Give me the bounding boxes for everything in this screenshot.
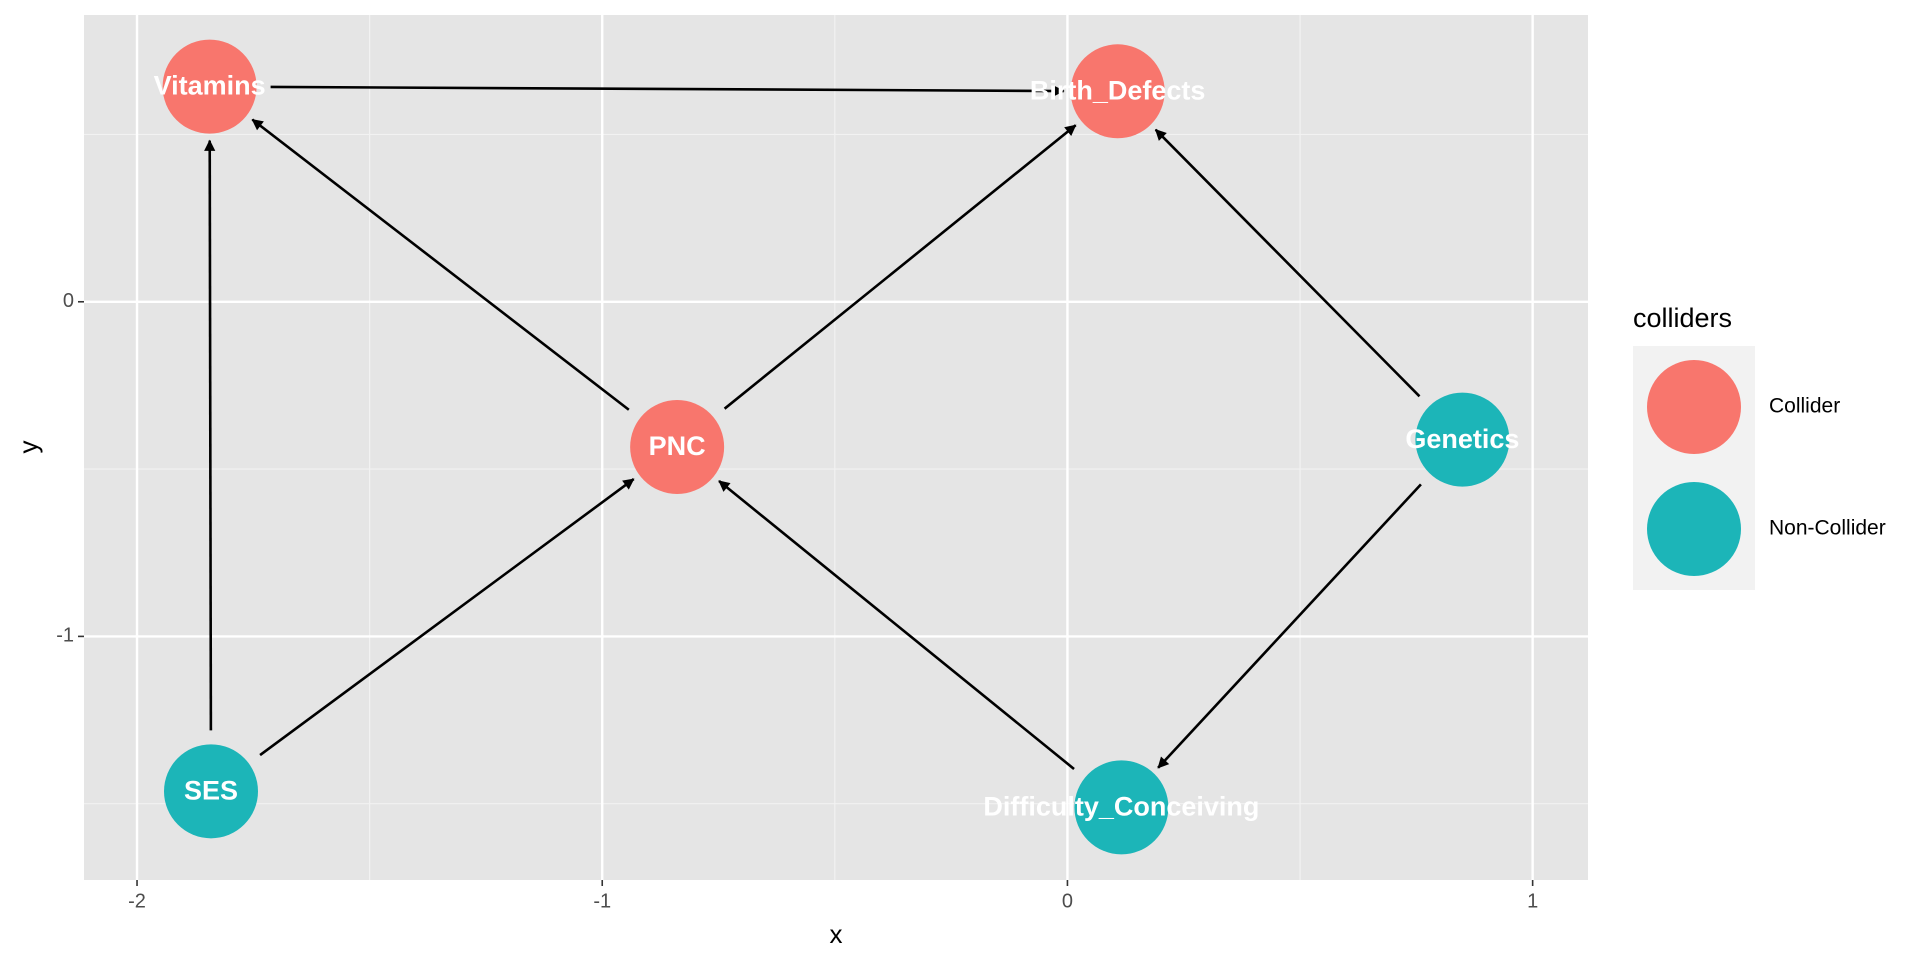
node xyxy=(164,744,259,839)
edge xyxy=(723,124,1077,410)
edge xyxy=(270,85,1065,97)
legend-key xyxy=(1647,360,1741,454)
node xyxy=(1070,44,1165,139)
edge xyxy=(259,478,635,757)
x-axis-title: x xyxy=(830,919,843,949)
legend-label: Non-Collider xyxy=(1769,517,1886,540)
edge xyxy=(718,480,1075,770)
legend-title: colliders xyxy=(1633,303,1732,333)
x-tick-label: 1 xyxy=(1527,890,1538,912)
edge xyxy=(1154,128,1421,398)
x-tick-label: 0 xyxy=(1062,890,1073,912)
node-label: Vitamins xyxy=(154,71,266,101)
node-label: Difficulty_Conceiving xyxy=(983,792,1259,822)
y-tick-label: -1 xyxy=(56,625,74,647)
x-tick-label: -1 xyxy=(593,890,611,912)
legend-key xyxy=(1647,482,1741,576)
edge xyxy=(251,118,630,411)
node xyxy=(162,39,257,134)
node xyxy=(1074,760,1169,855)
y-tick-label: 0 xyxy=(63,290,74,312)
y-axis-title: y xyxy=(13,441,43,454)
node-label: SES xyxy=(184,775,238,805)
legend-label: Collider xyxy=(1769,395,1840,418)
plot-panel xyxy=(84,15,1588,880)
node-label: Genetics xyxy=(1405,424,1519,454)
edge xyxy=(204,139,216,731)
edge xyxy=(1157,483,1422,769)
node-label: PNC xyxy=(649,431,706,461)
x-tick-label: -2 xyxy=(128,890,146,912)
node xyxy=(630,399,725,494)
node xyxy=(1415,392,1510,487)
node-label: Birth_Defects xyxy=(1030,75,1206,105)
